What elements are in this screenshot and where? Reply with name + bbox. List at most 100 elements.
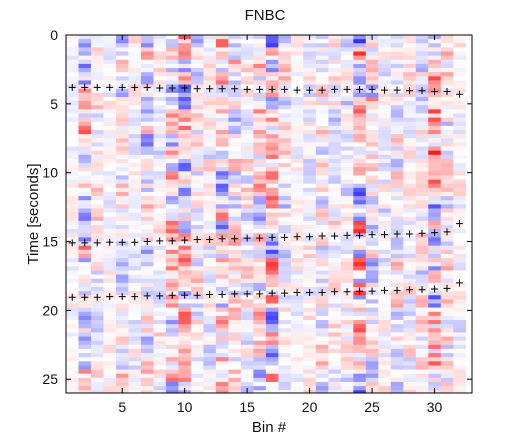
heatmap-cell [365,72,379,77]
heatmap-cell [340,154,354,160]
heatmap-cell [228,286,242,292]
heatmap-cell [353,307,367,313]
heatmap-cell [253,150,267,156]
heatmap-cell [215,35,229,40]
heatmap-cell [215,142,229,147]
heatmap-cell [178,130,192,135]
heatmap-cell [115,113,129,118]
heatmap-cell [328,299,342,304]
heatmap-cell [278,134,292,139]
heatmap-cell [90,92,104,98]
heatmap-cell [403,125,417,131]
heatmap-cell [178,146,192,151]
heatmap-cell [228,361,242,366]
heatmap-cell [240,59,254,65]
heatmap-cell [115,320,129,325]
heatmap-cell [103,315,117,321]
data-point-marker [381,86,389,94]
heatmap-cell [78,59,92,65]
heatmap-cell [340,381,354,387]
heatmap-cell [215,320,229,325]
heatmap-cell [428,150,442,156]
heatmap-cell [215,307,229,313]
heatmap-cell [140,336,154,341]
heatmap-cell [128,134,142,139]
heatmap-cell [228,216,242,222]
heatmap-cell [115,229,129,234]
heatmap-cell [90,200,104,205]
heatmap-cell [103,72,117,77]
heatmap-cell [265,225,279,230]
heatmap-cell [428,80,442,85]
heatmap-cell [66,187,79,193]
heatmap-cell [103,59,117,65]
heatmap-cell [303,59,317,65]
markers [68,83,464,301]
heatmap-cell [353,266,367,271]
heatmap-cell [203,377,217,383]
heatmap-cell [290,253,304,259]
heatmap-cell [178,212,192,218]
heatmap-cell [278,258,292,263]
heatmap-cell [440,390,454,394]
heatmap-cell [90,35,104,40]
heatmap-cell [353,220,367,226]
heatmap-cell [453,76,467,81]
heatmap-cell [390,167,404,172]
heatmap-cell [415,63,429,69]
heatmap-cell [453,270,467,275]
chart-title: FNBC [245,7,286,24]
heatmap-cell [140,146,154,151]
heatmap-cell [153,187,167,193]
heatmap-cell [303,187,317,193]
heatmap-cell [415,270,429,275]
heatmap-cell [303,348,317,354]
heatmap-cell [153,303,167,308]
heatmap-cell [378,154,392,160]
heatmap-cell [390,225,404,230]
heatmap-cell [90,88,104,94]
heatmap-cell [103,96,117,102]
heatmap-cell [190,51,204,56]
heatmap-cell [90,138,104,143]
heatmap-cell [415,278,429,284]
heatmap-cell [153,357,167,362]
heatmap-cell [153,229,167,234]
heatmap-cell [428,315,442,321]
heatmap-cell [165,105,179,110]
heatmap-cell [328,163,342,168]
heatmap-cell [140,51,154,56]
heatmap-cell [328,373,342,379]
heatmap-cell [253,274,267,280]
heatmap-cell [90,336,104,341]
heatmap-cell [378,212,392,218]
heatmap-cell [303,212,317,218]
heatmap-cell [340,262,354,267]
heatmap-cell [303,76,317,81]
heatmap-cell [190,59,204,65]
heatmap-cell [190,328,204,333]
heatmap-cell [253,324,267,329]
heatmap-cell [128,43,142,48]
heatmap-cell [66,167,79,172]
heatmap-cell [440,225,454,230]
heatmap-cell [215,229,229,234]
heatmap-cell [278,51,292,56]
heatmap-cell [428,373,442,379]
heatmap-cell [265,249,279,255]
heatmap-cell [78,311,92,317]
heatmap-cell [203,138,217,143]
heatmap-cell [90,47,104,52]
heatmap-cell [203,146,217,151]
heatmap-cell [178,348,192,354]
heatmap-cell [203,130,217,135]
heatmap-cell [303,72,317,77]
heatmap-cell [365,328,379,333]
heatmap-cell [428,187,442,193]
heatmap-cell [353,92,367,98]
heatmap-cell [228,47,242,52]
heatmap-cell [265,278,279,284]
heatmap-cell [153,134,167,139]
heatmap-cell [203,150,217,156]
heatmap-cell [228,220,242,226]
